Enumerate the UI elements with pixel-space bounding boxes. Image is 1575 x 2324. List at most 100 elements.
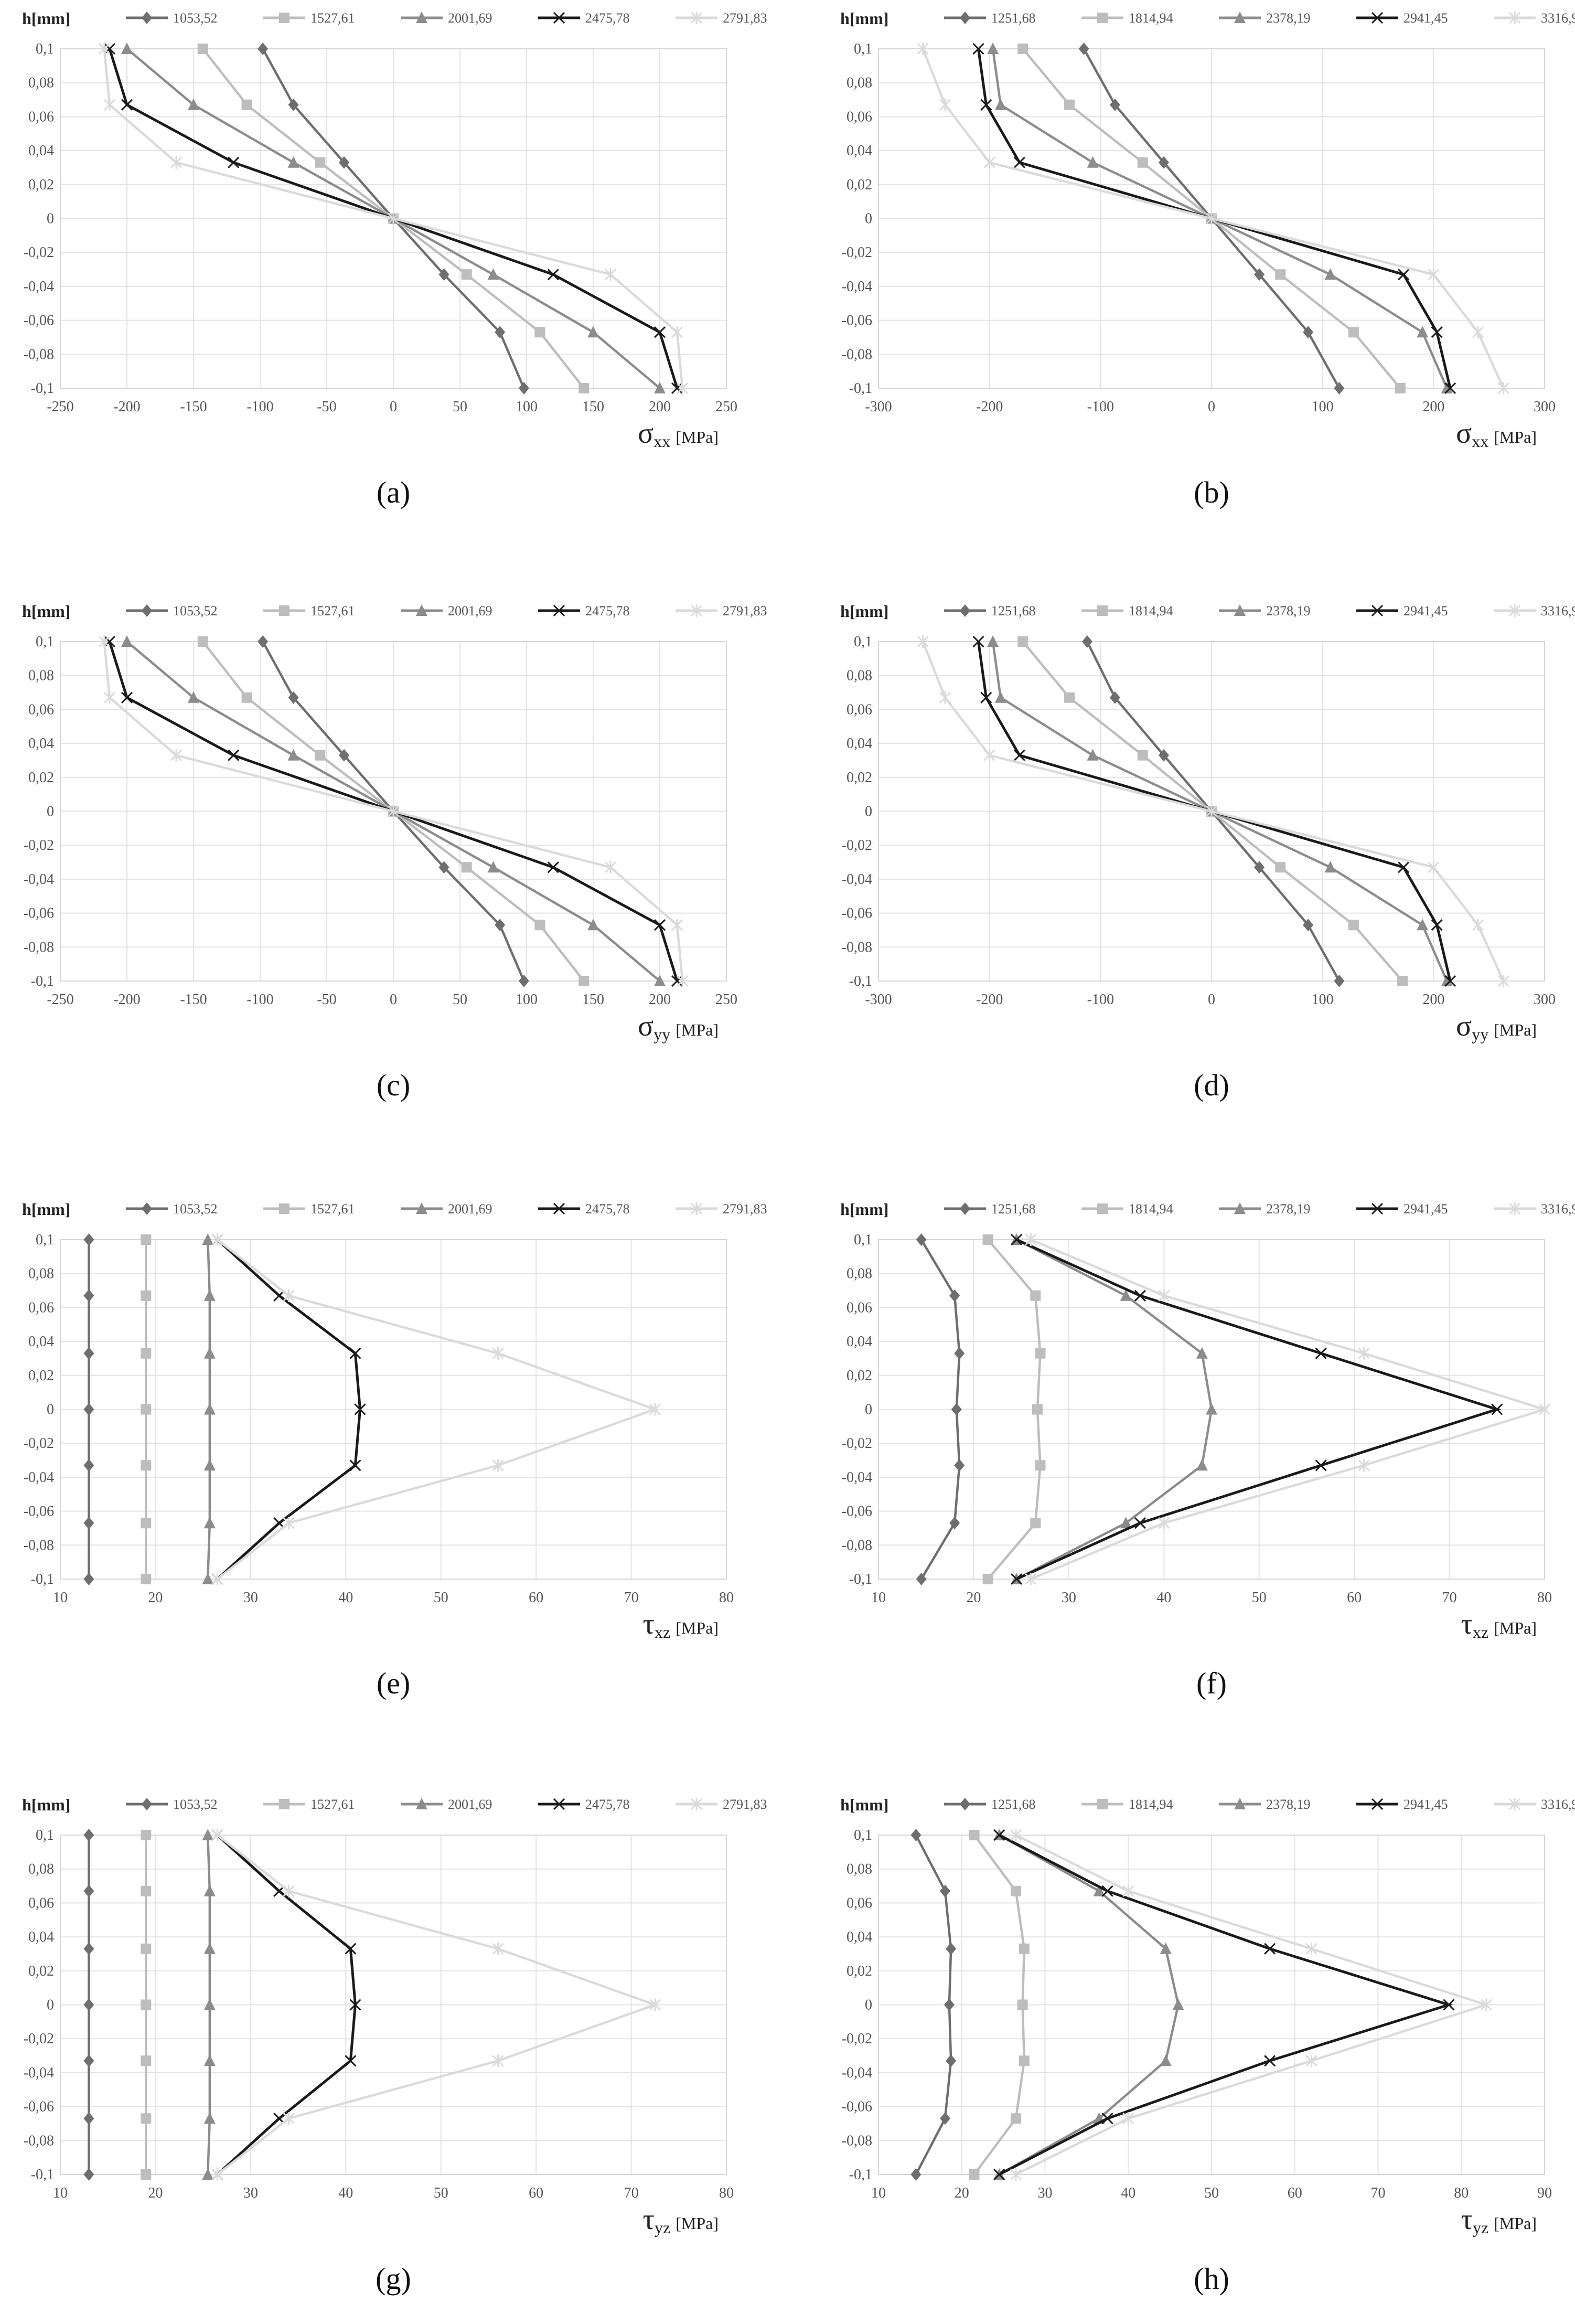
legend-marker xyxy=(142,12,152,24)
legend-marker xyxy=(1234,1798,1246,1809)
x-tick-label: 80 xyxy=(1454,2185,1469,2201)
y-tick-label: -0,1 xyxy=(31,2167,54,2183)
marker xyxy=(283,2112,295,2125)
y-tick-label: 0,08 xyxy=(847,668,872,684)
y-tick-label: 0 xyxy=(47,804,54,820)
marker xyxy=(1137,157,1148,168)
marker xyxy=(1064,692,1075,703)
marker xyxy=(653,326,666,338)
y-axis-label: h[mm] xyxy=(22,602,70,621)
marker xyxy=(954,1347,965,1360)
y-tick-label: -0,1 xyxy=(31,1571,54,1587)
x-axis-subscript: xz xyxy=(1473,1623,1488,1641)
y-tick-label: -0,1 xyxy=(849,1571,872,1587)
x-tick-label: -100 xyxy=(247,399,273,415)
y-tick-label: 0,06 xyxy=(847,1895,872,1911)
y-tick-label: -0,04 xyxy=(842,279,872,295)
legend-marker xyxy=(1234,1202,1246,1214)
legend-label: 2791,83 xyxy=(723,1201,767,1217)
marker xyxy=(671,919,683,932)
legend-label: 2378,19 xyxy=(1266,603,1311,619)
marker xyxy=(1275,862,1286,873)
marker xyxy=(1206,1403,1217,1415)
legend-marker xyxy=(1097,13,1108,23)
x-tick-label: 10 xyxy=(53,1590,68,1606)
marker xyxy=(241,692,252,703)
chart-panel: 0,1 0,08 0,06 0,04 0,02 0 -0,02 -0,04 -0,06 -0,08… xyxy=(22,1795,767,2296)
x-axis-symbol: τ xyxy=(1461,2203,1473,2236)
marker xyxy=(203,1347,216,1359)
marker xyxy=(949,1289,960,1302)
y-tick-label: -0,04 xyxy=(24,279,54,295)
marker xyxy=(170,749,183,762)
legend-label: 2791,83 xyxy=(723,603,767,619)
x-tick-label: 200 xyxy=(1422,992,1444,1008)
legend-marker xyxy=(142,604,152,617)
marker xyxy=(1010,1829,1022,1841)
y-tick-label: -0,1 xyxy=(849,973,872,989)
plot-frame xyxy=(60,1239,727,1580)
marker xyxy=(354,1403,366,1415)
y-tick-label: 0,04 xyxy=(28,1929,54,1945)
y-tick-label: -0,02 xyxy=(842,1435,872,1452)
marker xyxy=(121,635,133,647)
marker xyxy=(141,2113,152,2124)
x-tick-label: 70 xyxy=(624,1590,639,1606)
marker xyxy=(983,156,995,169)
marker xyxy=(917,42,929,55)
y-tick-label: 0,08 xyxy=(847,1266,872,1282)
x-tick-label: 50 xyxy=(1204,2185,1219,2201)
x-tick-label: 50 xyxy=(434,2185,448,2201)
marker xyxy=(1417,919,1429,931)
y-tick-label: 0,08 xyxy=(847,1861,872,1878)
y-tick-label: 0,02 xyxy=(28,177,54,193)
marker xyxy=(1254,861,1265,874)
marker xyxy=(578,383,590,393)
y-tick-label: 0,04 xyxy=(847,735,872,752)
marker xyxy=(83,1942,94,1955)
marker xyxy=(982,1574,993,1584)
marker xyxy=(141,2169,152,2180)
x-axis-symbol: σ xyxy=(1456,1010,1472,1042)
legend-label: 1814,94 xyxy=(1129,10,1173,26)
legend-label: 2001,69 xyxy=(448,1797,492,1812)
marker xyxy=(349,1347,361,1359)
marker xyxy=(1431,919,1443,931)
marker xyxy=(315,750,326,761)
marker xyxy=(940,2112,950,2125)
y-tick-label: 0 xyxy=(865,1997,872,2013)
marker xyxy=(1303,326,1314,339)
marker xyxy=(994,691,1006,703)
chart-panel: 0,1 0,08 0,06 0,04 0,02 0 -0,02 -0,04 -0,06 -0,08… xyxy=(840,1200,1575,1700)
marker xyxy=(1264,1943,1276,1955)
marker xyxy=(1035,1348,1046,1359)
marker xyxy=(283,1517,295,1530)
y-tick-label: 0,06 xyxy=(847,109,872,125)
marker xyxy=(83,1403,94,1416)
marker xyxy=(1324,861,1336,873)
x-tick-label: 200 xyxy=(649,992,671,1008)
x-tick-label: 20 xyxy=(955,2185,969,2201)
plot-frame xyxy=(878,641,1545,982)
legend-label: 1053,52 xyxy=(173,603,218,619)
marker xyxy=(1120,1517,1132,1529)
marker xyxy=(202,1829,214,1840)
marker xyxy=(121,691,133,703)
marker xyxy=(1013,156,1025,168)
x-tick-label: 40 xyxy=(1156,1590,1171,1606)
y-axis-label: h[mm] xyxy=(22,9,70,28)
marker xyxy=(141,1348,152,1359)
x-axis-subscript: xz xyxy=(655,1623,670,1641)
x-axis-subscript: yz xyxy=(655,2218,670,2237)
marker xyxy=(211,1233,223,1246)
y-tick-label: -0,04 xyxy=(24,2065,54,2081)
legend-marker xyxy=(1371,604,1384,617)
x-axis-symbol: σ xyxy=(638,1010,653,1042)
x-axis-subscript: yy xyxy=(1472,1025,1488,1043)
marker xyxy=(349,1459,361,1472)
marker xyxy=(258,635,269,648)
marker xyxy=(1348,920,1359,931)
marker xyxy=(993,1829,1005,1841)
marker xyxy=(83,2112,94,2125)
marker xyxy=(83,1573,94,1585)
